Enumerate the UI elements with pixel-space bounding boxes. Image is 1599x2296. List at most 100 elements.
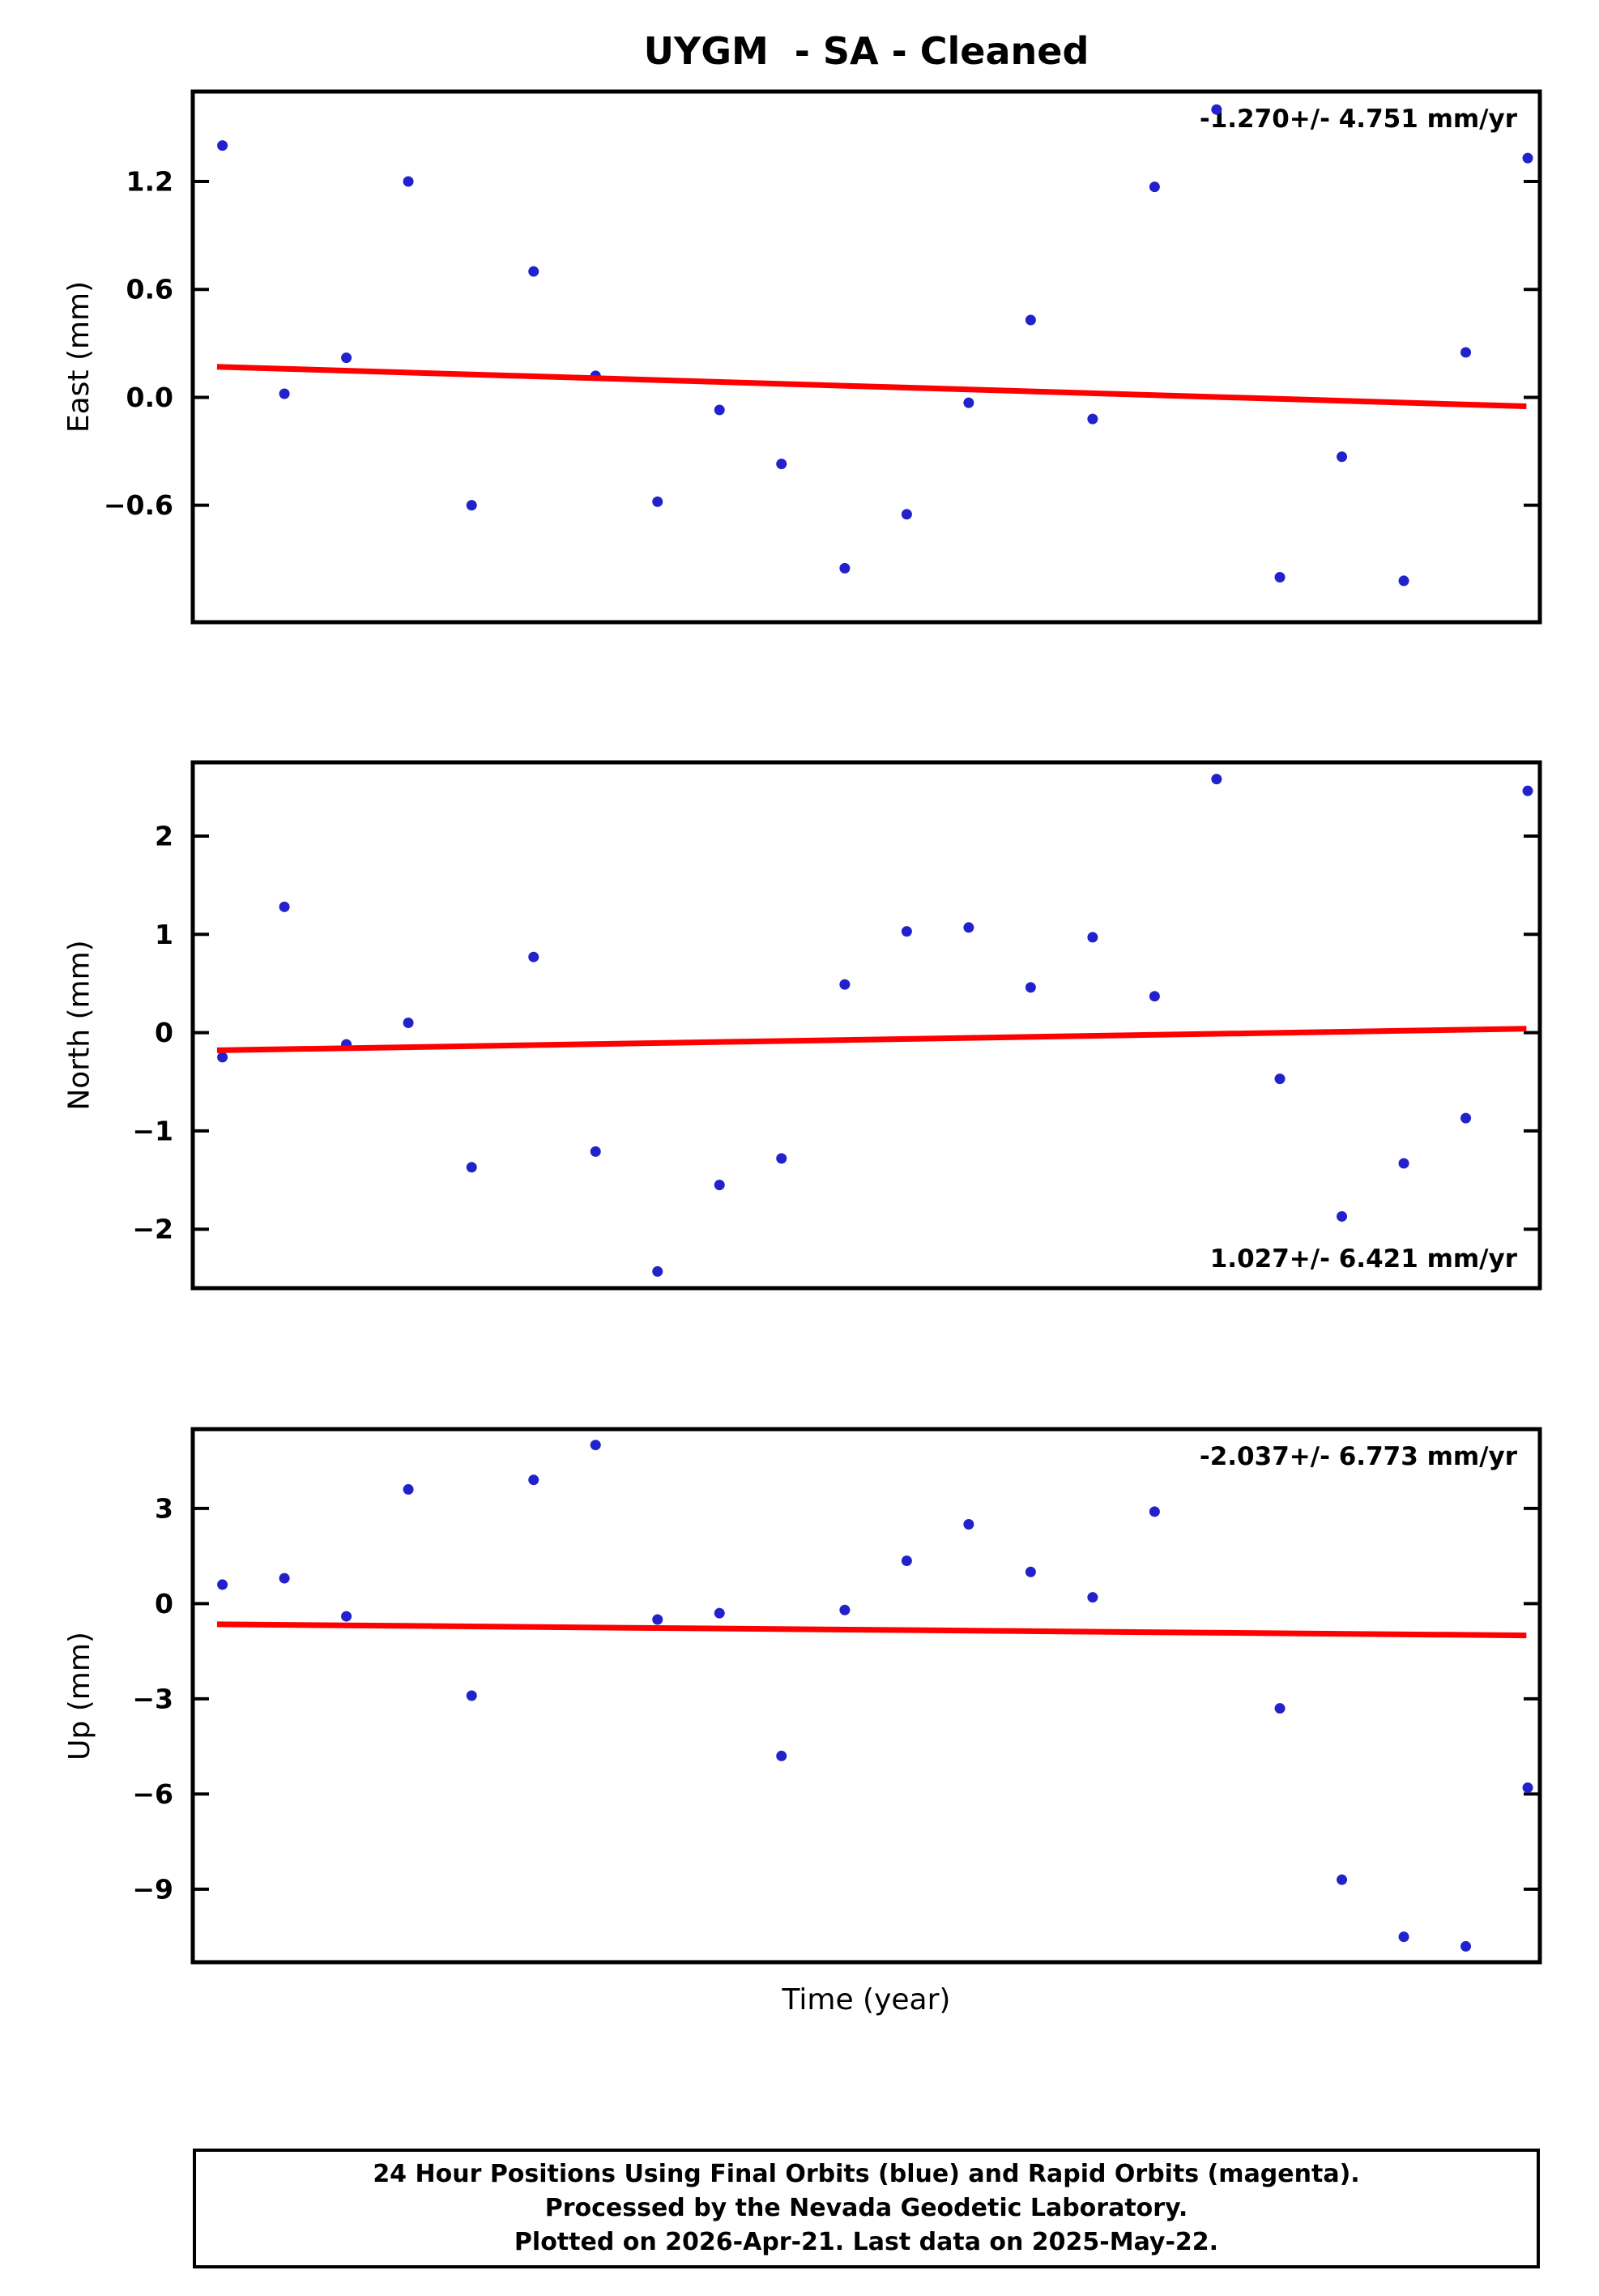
data-point xyxy=(839,1604,851,1615)
data-point xyxy=(963,922,974,933)
data-point xyxy=(341,1611,352,1622)
up-axis-label-text: Up (mm) xyxy=(62,1631,96,1760)
y-tick-label: 3 xyxy=(155,1492,173,1524)
data-point xyxy=(1522,1782,1533,1794)
y-tick-label: −3 xyxy=(132,1683,173,1714)
data-point xyxy=(1087,1592,1098,1603)
y-tick-label: −6 xyxy=(132,1778,173,1810)
data-point xyxy=(1460,347,1472,358)
y-tick-label: −1 xyxy=(132,1115,173,1146)
data-point xyxy=(279,1573,290,1584)
data-point xyxy=(1522,785,1533,796)
data-point xyxy=(1522,152,1533,164)
east-axis-label: East (mm) xyxy=(19,92,140,622)
north-rate-annotation: 1.027+/- 6.421 mm/yr xyxy=(1209,1244,1517,1274)
data-point xyxy=(1025,982,1036,993)
trend-line xyxy=(216,1621,1527,1639)
page-title: UYGM - SA - Cleaned xyxy=(643,29,1089,73)
data-point xyxy=(652,496,663,507)
footer-line-1: 24 Hour Positions Using Final Orbits (bl… xyxy=(373,2160,1360,2188)
trend-line xyxy=(216,364,1527,410)
data-point xyxy=(776,1750,787,1761)
data-point xyxy=(1087,932,1098,943)
data-point xyxy=(1337,1210,1348,1222)
data-point xyxy=(901,1556,912,1567)
north-panel: North (mm) 1.027+/- 6.421 mm/yr 2 1 0 −1 −2 xyxy=(63,760,1542,1291)
east-rate-annotation: -1.270+/- 4.751 mm/yr xyxy=(1199,105,1517,134)
east-panel: East (mm) -1.270+/- 4.751 mm/yr 1.2 0.6 0.… xyxy=(63,89,1542,625)
data-point xyxy=(1274,571,1286,583)
data-point xyxy=(652,1614,663,1625)
data-point xyxy=(1149,991,1160,1002)
data-point xyxy=(403,1017,414,1028)
data-point xyxy=(714,1180,725,1191)
data-point xyxy=(466,1690,477,1701)
data-point xyxy=(714,1607,725,1619)
data-point xyxy=(466,500,477,511)
data-point xyxy=(1398,1931,1409,1943)
data-point xyxy=(839,979,851,990)
north-scatter-plot: 2 1 0 −1 −2 xyxy=(132,760,1542,1291)
data-point xyxy=(1025,1566,1036,1577)
data-point xyxy=(839,562,851,574)
y-tick-label: 1 xyxy=(155,919,173,950)
y-tick-label: 1.2 xyxy=(126,166,173,198)
data-point xyxy=(776,1153,787,1164)
north-axis-label-text: North (mm) xyxy=(62,940,96,1111)
y-tick-label: 0.0 xyxy=(126,382,173,413)
data-point xyxy=(1149,1506,1160,1517)
data-point xyxy=(590,1146,601,1157)
data-point xyxy=(403,1483,414,1495)
data-point xyxy=(466,1162,477,1173)
data-point xyxy=(528,951,539,962)
east-scatter-plot: 1.2 0.6 0.0 −0.6 xyxy=(104,89,1542,625)
y-tick-label: 2 xyxy=(155,820,173,851)
data-point xyxy=(279,901,290,912)
data-point xyxy=(403,176,414,187)
data-point xyxy=(1274,1703,1286,1714)
y-tick-label: −0.6 xyxy=(104,489,173,521)
y-tick-label: 0 xyxy=(155,1017,173,1048)
data-point xyxy=(1211,104,1222,115)
data-point xyxy=(1337,451,1348,463)
up-axis-label: Up (mm) xyxy=(19,1429,140,1962)
data-point xyxy=(901,926,912,937)
east-axis-label-text: East (mm) xyxy=(62,280,96,433)
data-point xyxy=(1460,1940,1472,1952)
data-point xyxy=(963,1519,974,1530)
data-point xyxy=(217,1579,228,1590)
footer-line-2: Processed by the Nevada Geodetic Laborat… xyxy=(544,2194,1188,2222)
data-point xyxy=(1398,575,1409,587)
data-point xyxy=(1211,774,1222,785)
trend-line xyxy=(216,1026,1527,1053)
y-tick-label: 0 xyxy=(155,1588,173,1620)
y-tick-label: 0.6 xyxy=(126,274,173,305)
data-point xyxy=(1274,1073,1286,1085)
data-point xyxy=(652,1265,663,1277)
data-point xyxy=(776,459,787,470)
data-point xyxy=(1460,1112,1472,1124)
data-point xyxy=(341,352,352,364)
up-rate-annotation: -2.037+/- 6.773 mm/yr xyxy=(1199,1442,1517,1471)
data-point xyxy=(1087,413,1098,425)
plot-frame xyxy=(190,760,1542,1291)
data-point xyxy=(528,1474,539,1486)
up-panel: Up (mm) -2.037+/- 6.773 mm/yr 3 0 −3 −6 −9 xyxy=(63,1427,1542,1965)
y-tick-label: −9 xyxy=(132,1873,173,1905)
x-axis-label: Time (year) xyxy=(782,1983,951,2016)
north-axis-label: North (mm) xyxy=(19,762,140,1288)
data-point xyxy=(1149,181,1160,193)
data-point xyxy=(1337,1874,1348,1885)
data-point xyxy=(1398,1158,1409,1169)
data-point xyxy=(217,1052,228,1063)
data-point xyxy=(901,509,912,520)
footer-line-3: Plotted on 2026-Apr-21. Last data on 202… xyxy=(514,2228,1219,2256)
plot-frame xyxy=(190,89,1542,625)
data-point xyxy=(963,397,974,408)
data-point xyxy=(1025,314,1036,326)
plot-frame xyxy=(190,1427,1542,1965)
footer-box: 24 Hour Positions Using Final Orbits (bl… xyxy=(193,2149,1540,2268)
data-point xyxy=(279,388,290,399)
data-point xyxy=(590,1440,601,1451)
